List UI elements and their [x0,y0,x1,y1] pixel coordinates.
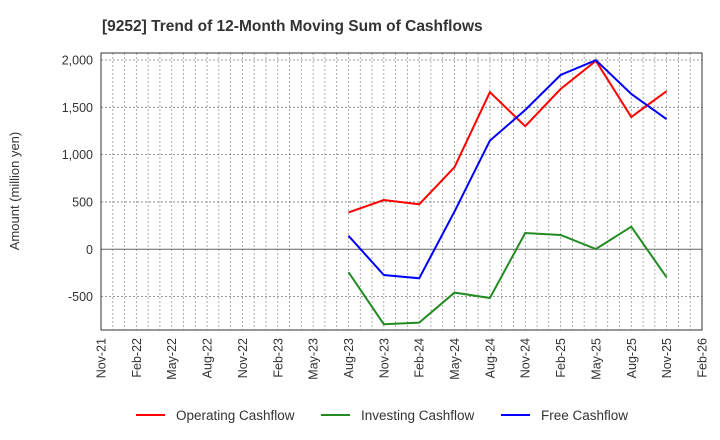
x-tick-label: May-25 [589,338,603,380]
legend-label: Investing Cashflow [361,408,475,423]
x-tick-label: Nov-23 [377,338,391,378]
x-axis-ticks: Nov-21 Feb-22 May-22 Aug-22 Nov-22 Feb-23 May-… [95,338,710,380]
x-tick-label: Aug-23 [342,338,356,378]
x-tick-label: Aug-22 [201,338,215,378]
legend-label: Free Cashflow [541,408,628,423]
x-tick-label: Nov-21 [95,338,109,378]
y-tick-label: 0 [86,243,93,257]
y-axis-label: Amount (million yen) [7,132,22,251]
x-tick-label: Feb-26 [696,338,710,378]
x-tick-label: May-23 [307,338,321,380]
investing-cashflow-line [347,225,668,326]
data-series [347,59,668,326]
x-tick-label: Aug-24 [483,338,497,378]
y-tick-label: 2,000 [62,54,93,68]
x-tick-label: Feb-25 [554,338,568,378]
legend-item-free-cashflow: Free Cashflow [501,408,628,423]
x-tick-label: Nov-24 [519,338,533,378]
x-tick-label: Nov-22 [236,338,250,378]
x-tick-label: Feb-23 [271,338,285,378]
x-tick-label: Feb-24 [413,338,427,378]
chart-title: [9252] Trend of 12-Month Moving Sum of C… [102,18,483,35]
y-tick-label: 1,500 [62,101,93,115]
y-tick-label: 500 [72,195,93,209]
x-tick-label: Nov-25 [660,338,674,378]
legend: Operating Cashflow Investing Cashflow Free… [136,408,628,423]
plot-area-border [100,52,703,331]
legend-item-investing-cashflow: Investing Cashflow [321,408,475,423]
x-tick-label: Aug-25 [625,338,639,378]
free-cashflow-line [347,59,668,280]
grid-lines [101,53,702,330]
y-axis-ticks: 2,000 1,500 1,000 500 0 -500 [62,54,93,305]
legend-item-operating-cashflow: Operating Cashflow [136,408,295,423]
y-tick-label: -500 [68,290,93,304]
y-tick-label: 1,000 [62,148,93,162]
x-tick-label: Feb-22 [130,338,144,378]
x-tick-label: May-24 [448,338,462,380]
x-tick-label: May-22 [165,338,179,380]
operating-cashflow-line [348,59,668,214]
legend-label: Operating Cashflow [176,408,295,423]
